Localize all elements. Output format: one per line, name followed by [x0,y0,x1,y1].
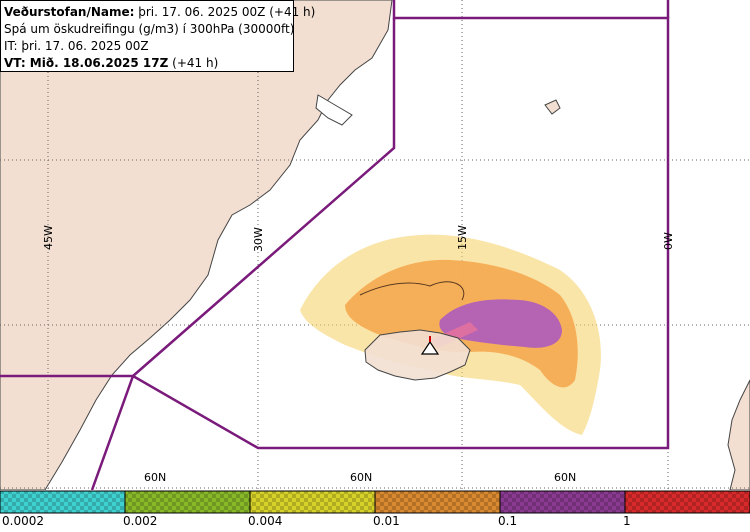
info-name-value: þri. 17. 06. 2025 00Z (+41 h) [134,5,316,19]
map-canvas: 45W 30W 15W 0W 60N 60N 60N [0,0,750,490]
legend-swatch-pattern [625,491,750,513]
legend-swatch-pattern [250,491,375,513]
lat-label-60n-3: 60N [554,471,576,484]
iceland-land [364,329,471,381]
concentration-legend: 0.0002 0.002 0.004 0.01 0.1 1 [0,490,750,532]
ash-plume [300,234,601,435]
lat-label-60n-1: 60N [144,471,166,484]
legend-swatch-pattern [500,491,625,513]
volcano-icon [420,336,440,355]
legend-label: 0.004 [248,514,283,528]
norway-land [727,379,750,490]
legend-label: 0.1 [498,514,518,528]
info-line-name: Veðurstofan/Name: þri. 17. 06. 2025 00Z … [4,4,315,21]
lon-label-45w: 45W [42,225,55,250]
forecast-info-box: Veðurstofan/Name: þri. 17. 06. 2025 00Z … [0,0,315,72]
legend-swatch-pattern [125,491,250,513]
info-line-vt: VT: Mið. 18.06.2025 17Z (+41 h) [4,55,293,72]
info-name-label: Veðurstofan/Name: [4,5,135,19]
info-line-it: IT: þri. 17. 06. 2025 00Z [4,39,149,53]
greenland-land [0,0,393,490]
legend-label: 1 [623,514,631,528]
svalbard-island [544,99,561,115]
legend-swatch-pattern [375,491,500,513]
info-vt-value: (+41 h) [168,56,219,70]
legend-label: 0.002 [123,514,158,528]
legend-label: 0.0002 [2,514,44,528]
airspace-boundary [0,0,670,490]
legend-swatch-pattern [0,491,125,513]
greenland-fjord [315,94,353,126]
lon-label-30w: 30W [252,227,265,252]
lat-label-60n-2: 60N [350,471,372,484]
info-line-forecast: Spá um öskudreifingu (g/m3) í 300hPa (30… [4,22,295,36]
plume-outline [359,281,465,301]
lon-label-15w: 15W [456,225,469,250]
legend-label: 0.01 [373,514,400,528]
info-vt-label: VT: Mið. 18.06.2025 17Z [4,56,169,70]
plume-purple [439,299,562,348]
legend-bar [0,490,750,514]
lon-label-0w: 0W [662,232,675,250]
